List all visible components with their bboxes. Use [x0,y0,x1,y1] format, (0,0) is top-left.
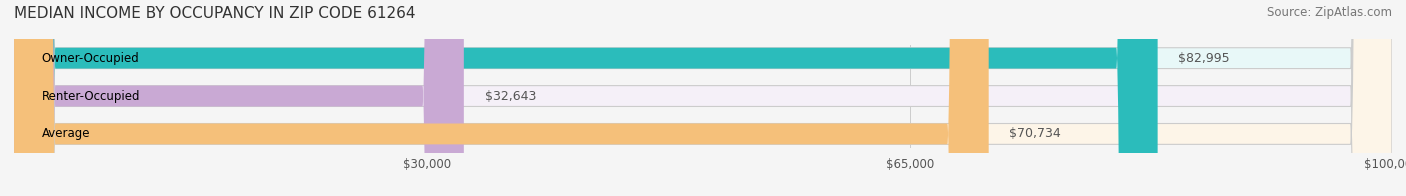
Text: Renter-Occupied: Renter-Occupied [42,90,141,103]
FancyBboxPatch shape [14,0,988,196]
Text: Owner-Occupied: Owner-Occupied [42,52,139,65]
Text: Source: ZipAtlas.com: Source: ZipAtlas.com [1267,6,1392,19]
FancyBboxPatch shape [14,0,464,196]
Text: MEDIAN INCOME BY OCCUPANCY IN ZIP CODE 61264: MEDIAN INCOME BY OCCUPANCY IN ZIP CODE 6… [14,6,416,21]
FancyBboxPatch shape [14,0,1157,196]
Text: Average: Average [42,127,90,140]
FancyBboxPatch shape [14,0,1392,196]
Text: $82,995: $82,995 [1178,52,1230,65]
FancyBboxPatch shape [14,0,1392,196]
FancyBboxPatch shape [14,0,1392,196]
Text: $32,643: $32,643 [485,90,536,103]
Text: $70,734: $70,734 [1010,127,1062,140]
